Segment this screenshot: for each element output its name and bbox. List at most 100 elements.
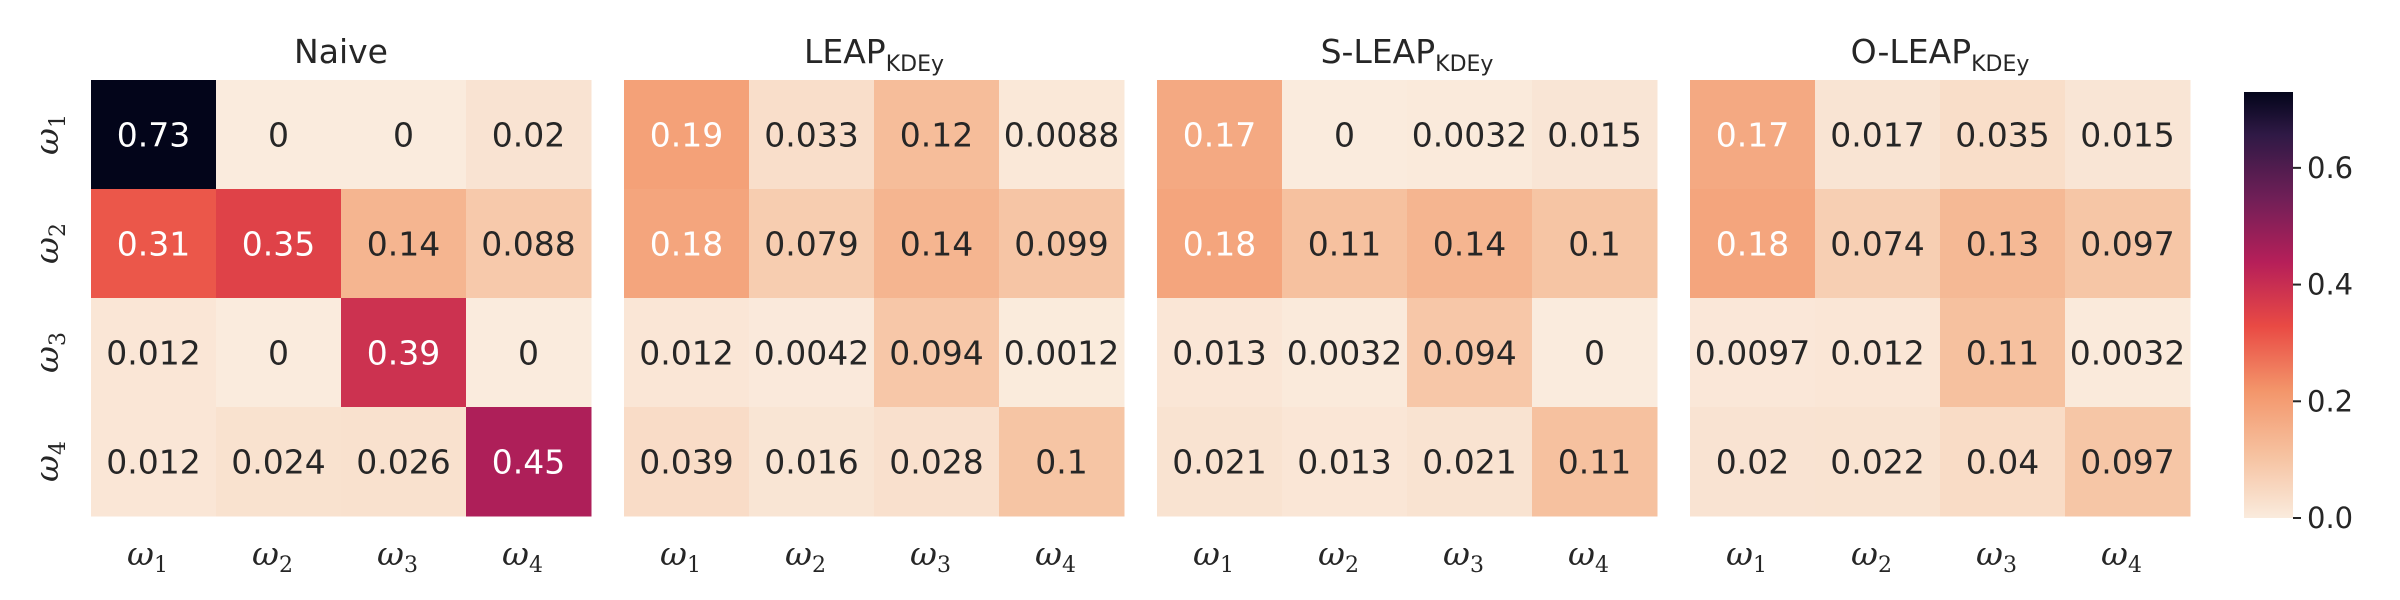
cell-value-label: 0.12 <box>900 116 973 155</box>
panel-title: LEAPKDEy <box>804 32 944 77</box>
panel-title: Naive <box>294 32 388 71</box>
heatmap-cell <box>466 189 592 299</box>
heatmap-cell <box>749 189 875 299</box>
heatmap-panels: Naive 0.73 0 0 0.02 0.31 0.35 0.14 0.088 0.012 0 0.… <box>91 32 2191 578</box>
heatmap-cell <box>216 80 342 190</box>
colorbar-tick-label: 0.6 <box>2307 151 2353 185</box>
cell-value-label: 0.094 <box>1422 334 1516 373</box>
heatmap-cell <box>749 407 875 517</box>
cell-value-label: 0.31 <box>117 225 190 264</box>
heatmap-cell <box>341 80 467 190</box>
cell-value-label: 0.097 <box>2080 225 2174 264</box>
heatmap-cell <box>91 80 217 190</box>
x-tick-label: ω1 <box>660 534 701 578</box>
heatmap-cell <box>874 407 1000 517</box>
heatmap-cell <box>1690 298 1816 408</box>
heatmap-cell <box>1282 407 1408 517</box>
heatmap-cell <box>874 189 1000 299</box>
heatmap-cell <box>2065 80 2191 190</box>
panel-title: O-LEAPKDEy <box>1851 32 2030 77</box>
cell-value-label: 0.088 <box>481 225 575 264</box>
cell-value-label: 0.099 <box>1014 225 1108 264</box>
cell-value-label: 0.0032 <box>1412 116 1527 155</box>
x-tick-label: ω3 <box>910 534 951 578</box>
x-tick-label: ω4 <box>1035 534 1076 578</box>
cell-value-label: 0.11 <box>1308 225 1381 264</box>
x-tick-label: ω1 <box>127 534 168 578</box>
x-tick-label: ω2 <box>1851 534 1892 578</box>
heatmap-cell <box>749 80 875 190</box>
cell-value-label: 0 <box>1334 116 1355 155</box>
heatmap-cell <box>216 407 342 517</box>
x-tick-label: ω1 <box>1193 534 1234 578</box>
cell-value-label: 0.017 <box>1830 116 1924 155</box>
cell-value-label: 0.1 <box>1568 225 1620 264</box>
x-tick-label: ω3 <box>1976 534 2017 578</box>
cell-value-label: 0.022 <box>1830 443 1924 482</box>
y-tick-label: ω4 <box>27 441 71 482</box>
cell-value-label: 0.39 <box>367 334 440 373</box>
cell-value-label: 0 <box>518 334 539 373</box>
cell-value-label: 0.016 <box>764 443 858 482</box>
heatmap-cell <box>466 298 592 408</box>
x-tick-label: ω3 <box>377 534 418 578</box>
heatmap-cell <box>1282 80 1408 190</box>
heatmap-cell <box>999 298 1125 408</box>
cell-value-label: 0.13 <box>1966 225 2039 264</box>
heatmap-cell <box>624 298 750 408</box>
x-tick-label: ω4 <box>502 534 543 578</box>
heatmap-cell <box>624 189 750 299</box>
cell-value-label: 0.026 <box>356 443 450 482</box>
heatmap-cell <box>1815 298 1941 408</box>
cell-value-label: 0.097 <box>2080 443 2174 482</box>
heatmap-cell <box>749 298 875 408</box>
cell-value-label: 0 <box>393 116 414 155</box>
heatmap-cell <box>1407 407 1533 517</box>
heatmap-cell <box>999 80 1125 190</box>
heatmap-panel: O-LEAPKDEy 0.17 0.017 0.035 0.015 0.18 0.074 0.… <box>1690 32 2191 578</box>
heatmap-cell <box>466 80 592 190</box>
heatmap-cell <box>91 407 217 517</box>
heatmap-cell <box>1532 189 1658 299</box>
cell-value-label: 0.11 <box>1966 334 2039 373</box>
cell-value-label: 0.0032 <box>2070 334 2185 373</box>
colorbar-tick-label: 0.0 <box>2307 501 2353 535</box>
cell-value-label: 0.015 <box>1547 116 1641 155</box>
heatmap-cell <box>1407 189 1533 299</box>
heatmap-cell <box>91 298 217 408</box>
cell-value-label: 0.094 <box>889 334 983 373</box>
heatmap-cell <box>999 407 1125 517</box>
heatmap-cell <box>1532 80 1658 190</box>
heatmap-cell <box>1532 407 1658 517</box>
heatmap-cell <box>2065 189 2191 299</box>
heatmap-cell <box>1940 80 2066 190</box>
colorbar-tick-label: 0.4 <box>2307 268 2353 302</box>
colorbar-tick-label: 0.2 <box>2307 384 2353 418</box>
heatmap-cell <box>1815 80 1941 190</box>
heatmap-cell <box>341 407 467 517</box>
cell-value-label: 0.19 <box>650 116 723 155</box>
cell-value-label: 0.012 <box>106 443 200 482</box>
y-tick-label: ω1 <box>27 114 71 155</box>
heatmap-cell <box>1157 407 1283 517</box>
cell-value-label: 0.73 <box>117 116 190 155</box>
cell-value-label: 0.14 <box>1433 225 1506 264</box>
heatmap-cell <box>1157 80 1283 190</box>
panel-title: S-LEAPKDEy <box>1321 32 1494 77</box>
cell-value-label: 0.028 <box>889 443 983 482</box>
heatmap-cell <box>1815 407 1941 517</box>
heatmap-cell <box>2065 298 2191 408</box>
heatmap-cell <box>1157 189 1283 299</box>
heatmap-cell <box>1532 298 1658 408</box>
cell-value-label: 0 <box>268 334 289 373</box>
cell-value-label: 0.074 <box>1830 225 1924 264</box>
cell-value-label: 0.015 <box>2080 116 2174 155</box>
row-labels: ω1 ω2 ω3 ω4 <box>27 114 71 482</box>
cell-value-label: 0.079 <box>764 225 858 264</box>
cell-value-label: 0.02 <box>1716 443 1789 482</box>
heatmap-cell <box>1940 298 2066 408</box>
heatmap-cell <box>1407 298 1533 408</box>
y-tick-label: ω2 <box>27 223 71 264</box>
heatmap-cell <box>466 407 592 517</box>
